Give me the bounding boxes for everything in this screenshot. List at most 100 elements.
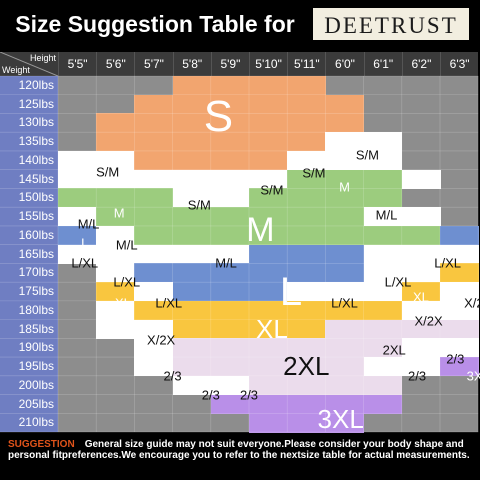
size-label: 2XL (283, 351, 330, 382)
size-cell (401, 263, 441, 283)
size-cell (249, 300, 288, 321)
size-cell (210, 394, 250, 414)
size-cell (363, 188, 403, 208)
size-cell (325, 244, 365, 264)
size-cell (363, 338, 403, 358)
size-cell (287, 282, 326, 302)
size-cell (363, 207, 403, 227)
weight-label: 180lbs (0, 300, 58, 320)
size-cell (363, 150, 403, 171)
weight-label: 170lbs (0, 263, 58, 283)
size-cell (287, 169, 326, 190)
size-cell (172, 282, 212, 302)
size-cell (172, 338, 212, 358)
size-cell (96, 207, 135, 227)
size-cell (58, 207, 97, 227)
size-cell (401, 207, 441, 227)
weight-label: 200lbs (0, 375, 58, 395)
size-cell (134, 244, 174, 264)
size-label: L/XL (331, 295, 358, 311)
size-cell (363, 132, 403, 152)
weight-label: 135lbs (0, 132, 58, 151)
size-cell (287, 150, 326, 171)
size-cell (96, 282, 135, 302)
size-cell (325, 132, 365, 152)
size-cell (134, 188, 174, 208)
size-cell (325, 319, 365, 339)
size-cell (363, 263, 403, 283)
size-cell (249, 282, 288, 302)
size-label: M/L (77, 216, 100, 232)
size-label: L/XL (71, 255, 99, 271)
size-cell (325, 357, 365, 377)
size-cell (440, 300, 479, 321)
size-cell (96, 300, 135, 321)
size-cell (134, 169, 174, 190)
size-cell (172, 375, 212, 396)
size-label: X/2X (464, 295, 480, 311)
brand-logo: DEETRUST (311, 6, 471, 42)
size-cell (134, 207, 174, 227)
size-cell (58, 150, 97, 171)
size-cell (172, 300, 212, 321)
size-cell (172, 244, 212, 264)
size-label: X/2X (414, 313, 443, 329)
size-cell (172, 207, 212, 227)
size-cell (210, 300, 250, 321)
size-label: S/M (96, 164, 120, 180)
size-cell (401, 225, 441, 246)
height-header: 5'9" (210, 52, 249, 76)
size-cell (287, 263, 326, 283)
size-cell (134, 94, 174, 115)
size-cell (325, 169, 365, 190)
size-cell (134, 338, 174, 358)
size-cell (58, 169, 97, 190)
size-cell (134, 319, 174, 339)
size-cell (134, 132, 174, 152)
height-header: 5'11" (287, 52, 326, 76)
size-cell (134, 300, 174, 321)
size-label: 3XL (466, 368, 480, 384)
size-cell (249, 413, 288, 433)
size-cell (287, 244, 326, 264)
size-cell (363, 244, 403, 264)
size-cell (249, 188, 288, 208)
size-cell (401, 319, 441, 339)
size-cell (287, 357, 326, 377)
size-cell (96, 169, 135, 190)
size-cell (249, 319, 288, 339)
size-cell (325, 188, 365, 208)
size-cell (172, 132, 212, 152)
size-label: S/M (355, 147, 379, 163)
size-cell (325, 150, 365, 171)
size-cell (325, 338, 365, 358)
size-cell (440, 319, 479, 339)
size-cell (440, 357, 479, 377)
size-cell (401, 244, 441, 264)
size-cell (325, 263, 365, 283)
size-cell (325, 394, 365, 414)
size-label: L/XL (113, 274, 141, 290)
height-header: 6'1" (363, 52, 402, 76)
size-cell (96, 150, 135, 171)
size-label: M/L (215, 255, 237, 271)
size-label: XL (256, 313, 288, 344)
size-cell (363, 300, 403, 321)
size-cell (287, 207, 326, 227)
size-cell (440, 338, 479, 358)
weight-label: 165lbs (0, 244, 58, 264)
size-cell (210, 207, 250, 227)
size-cell (249, 394, 288, 414)
size-label: 2/3 (239, 387, 259, 403)
weight-label: 145lbs (0, 169, 58, 189)
size-cell (172, 94, 212, 115)
weight-label: 130lbs (0, 113, 58, 133)
size-cell (325, 300, 365, 321)
size-label: S/M (187, 197, 211, 213)
size-cell (134, 113, 174, 133)
size-cell (210, 188, 250, 208)
size-cell (172, 150, 212, 171)
size-cell (363, 375, 403, 396)
size-cell (249, 207, 288, 227)
